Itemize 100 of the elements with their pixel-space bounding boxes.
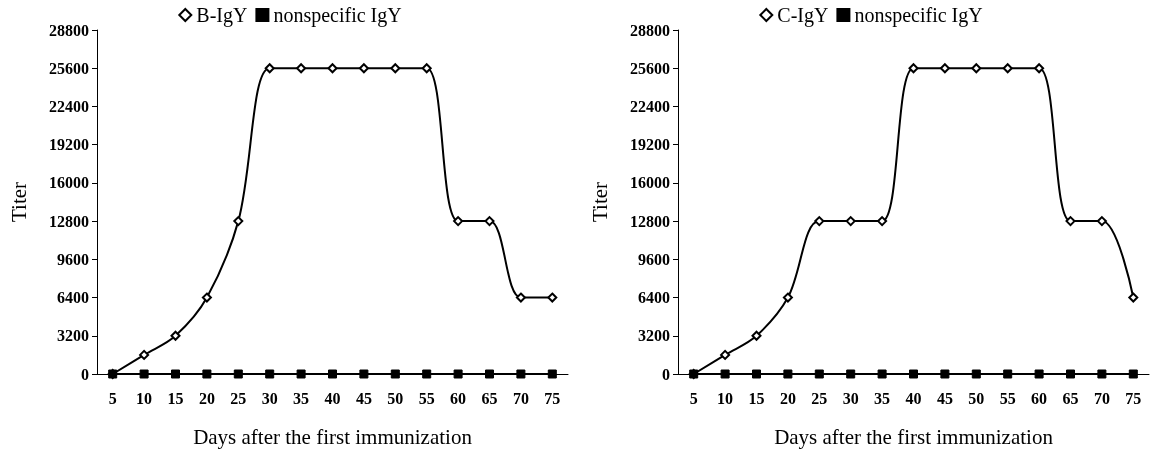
point	[971, 369, 981, 379]
point	[515, 292, 526, 303]
point	[264, 63, 275, 74]
y-tick-label: 9600	[638, 250, 670, 268]
x-axis-title: Days after the first immunization	[193, 424, 473, 449]
point	[971, 63, 982, 74]
x-tick-label: 30	[842, 389, 859, 407]
x-tick-label: 15	[748, 389, 765, 407]
point	[484, 216, 495, 227]
x-tick-label: 40	[905, 389, 922, 407]
point	[328, 369, 337, 379]
x-tick-label: 15	[167, 389, 184, 407]
y-tick-label: 16000	[630, 174, 670, 192]
point	[752, 369, 761, 379]
x-tick-label: 40	[324, 389, 341, 407]
point	[877, 369, 887, 379]
point	[233, 216, 244, 227]
point	[516, 369, 526, 379]
legend-label: nonspecific IgY	[273, 4, 402, 27]
point	[1002, 63, 1013, 74]
y-tick-label: 12800	[630, 212, 670, 230]
point	[265, 369, 275, 379]
legend-label: nonspecific IgY	[854, 4, 983, 27]
point	[421, 63, 432, 74]
point	[782, 292, 793, 303]
x-tick-label: 45	[936, 389, 953, 407]
point	[877, 216, 888, 227]
point	[845, 216, 856, 227]
y-tick-label: 6400	[638, 289, 670, 307]
point	[453, 369, 463, 379]
point	[171, 369, 180, 379]
y-tick-label: 6400	[57, 289, 89, 307]
x-tick-label: 50	[968, 389, 985, 407]
legend-label: C-IgY	[777, 4, 829, 27]
x-tick-label: 20	[198, 389, 215, 407]
point	[720, 369, 730, 379]
y-tick-label: 19200	[630, 136, 670, 154]
point	[846, 369, 856, 379]
point	[202, 369, 212, 379]
x-tick-label: 75	[1125, 389, 1142, 407]
point	[940, 369, 950, 379]
x-tick-label: 55	[418, 389, 435, 407]
point	[327, 63, 338, 74]
x-tick-label: 50	[387, 389, 404, 407]
point	[233, 369, 243, 379]
y-tick-label: 0	[662, 365, 670, 383]
x-tick-label: 55	[999, 389, 1016, 407]
y-tick-label: 25600	[630, 59, 670, 77]
y-tick-label: 25600	[49, 59, 89, 77]
x-tick-label: 60	[450, 389, 467, 407]
y-tick-label: 19200	[49, 136, 89, 154]
point	[939, 63, 950, 74]
y-tick-label: 28800	[49, 21, 89, 39]
point	[485, 369, 494, 379]
point	[359, 369, 369, 379]
y-tick-label: 16000	[49, 174, 89, 192]
point	[1066, 369, 1075, 379]
x-tick-label: 35	[293, 389, 310, 407]
x-tick-label: 10	[717, 389, 734, 407]
point	[390, 63, 401, 74]
y-tick-label: 12800	[49, 212, 89, 230]
y-tick-label: 3200	[57, 327, 89, 345]
x-tick-label: 5	[108, 389, 117, 407]
x-tick-label: 20	[779, 389, 796, 407]
point	[547, 292, 558, 303]
point	[814, 216, 825, 227]
point	[139, 349, 150, 360]
point	[1003, 369, 1013, 379]
y-tick-label: 22400	[49, 97, 89, 115]
y-tick-label: 3200	[638, 327, 670, 345]
point	[1034, 369, 1044, 379]
point	[358, 63, 369, 74]
x-tick-label: 30	[261, 389, 278, 407]
point	[814, 369, 824, 379]
y-tick-label: 28800	[630, 21, 670, 39]
point	[1097, 369, 1107, 379]
x-tick-label: 25	[811, 389, 828, 407]
legend-label: B-IgY	[196, 4, 248, 27]
point	[783, 369, 793, 379]
point	[1128, 369, 1138, 379]
point	[422, 369, 432, 379]
y-tick-label: 9600	[57, 250, 89, 268]
point	[1065, 216, 1076, 227]
x-tick-label: 25	[230, 389, 247, 407]
x-tick-label: 5	[689, 389, 698, 407]
point	[296, 369, 306, 379]
point	[1034, 63, 1045, 74]
x-axis-title: Days after the first immunization	[774, 424, 1054, 449]
point	[296, 63, 307, 74]
x-tick-label: 60	[1031, 389, 1048, 407]
point	[720, 349, 731, 360]
point	[909, 369, 918, 379]
point	[139, 369, 149, 379]
x-tick-label: 35	[874, 389, 891, 407]
point	[547, 369, 557, 379]
x-tick-label: 70	[512, 389, 529, 407]
x-tick-label: 10	[136, 389, 153, 407]
x-tick-label: 65	[481, 389, 498, 407]
x-tick-label: 70	[1093, 389, 1110, 407]
x-tick-label: 75	[544, 389, 561, 407]
